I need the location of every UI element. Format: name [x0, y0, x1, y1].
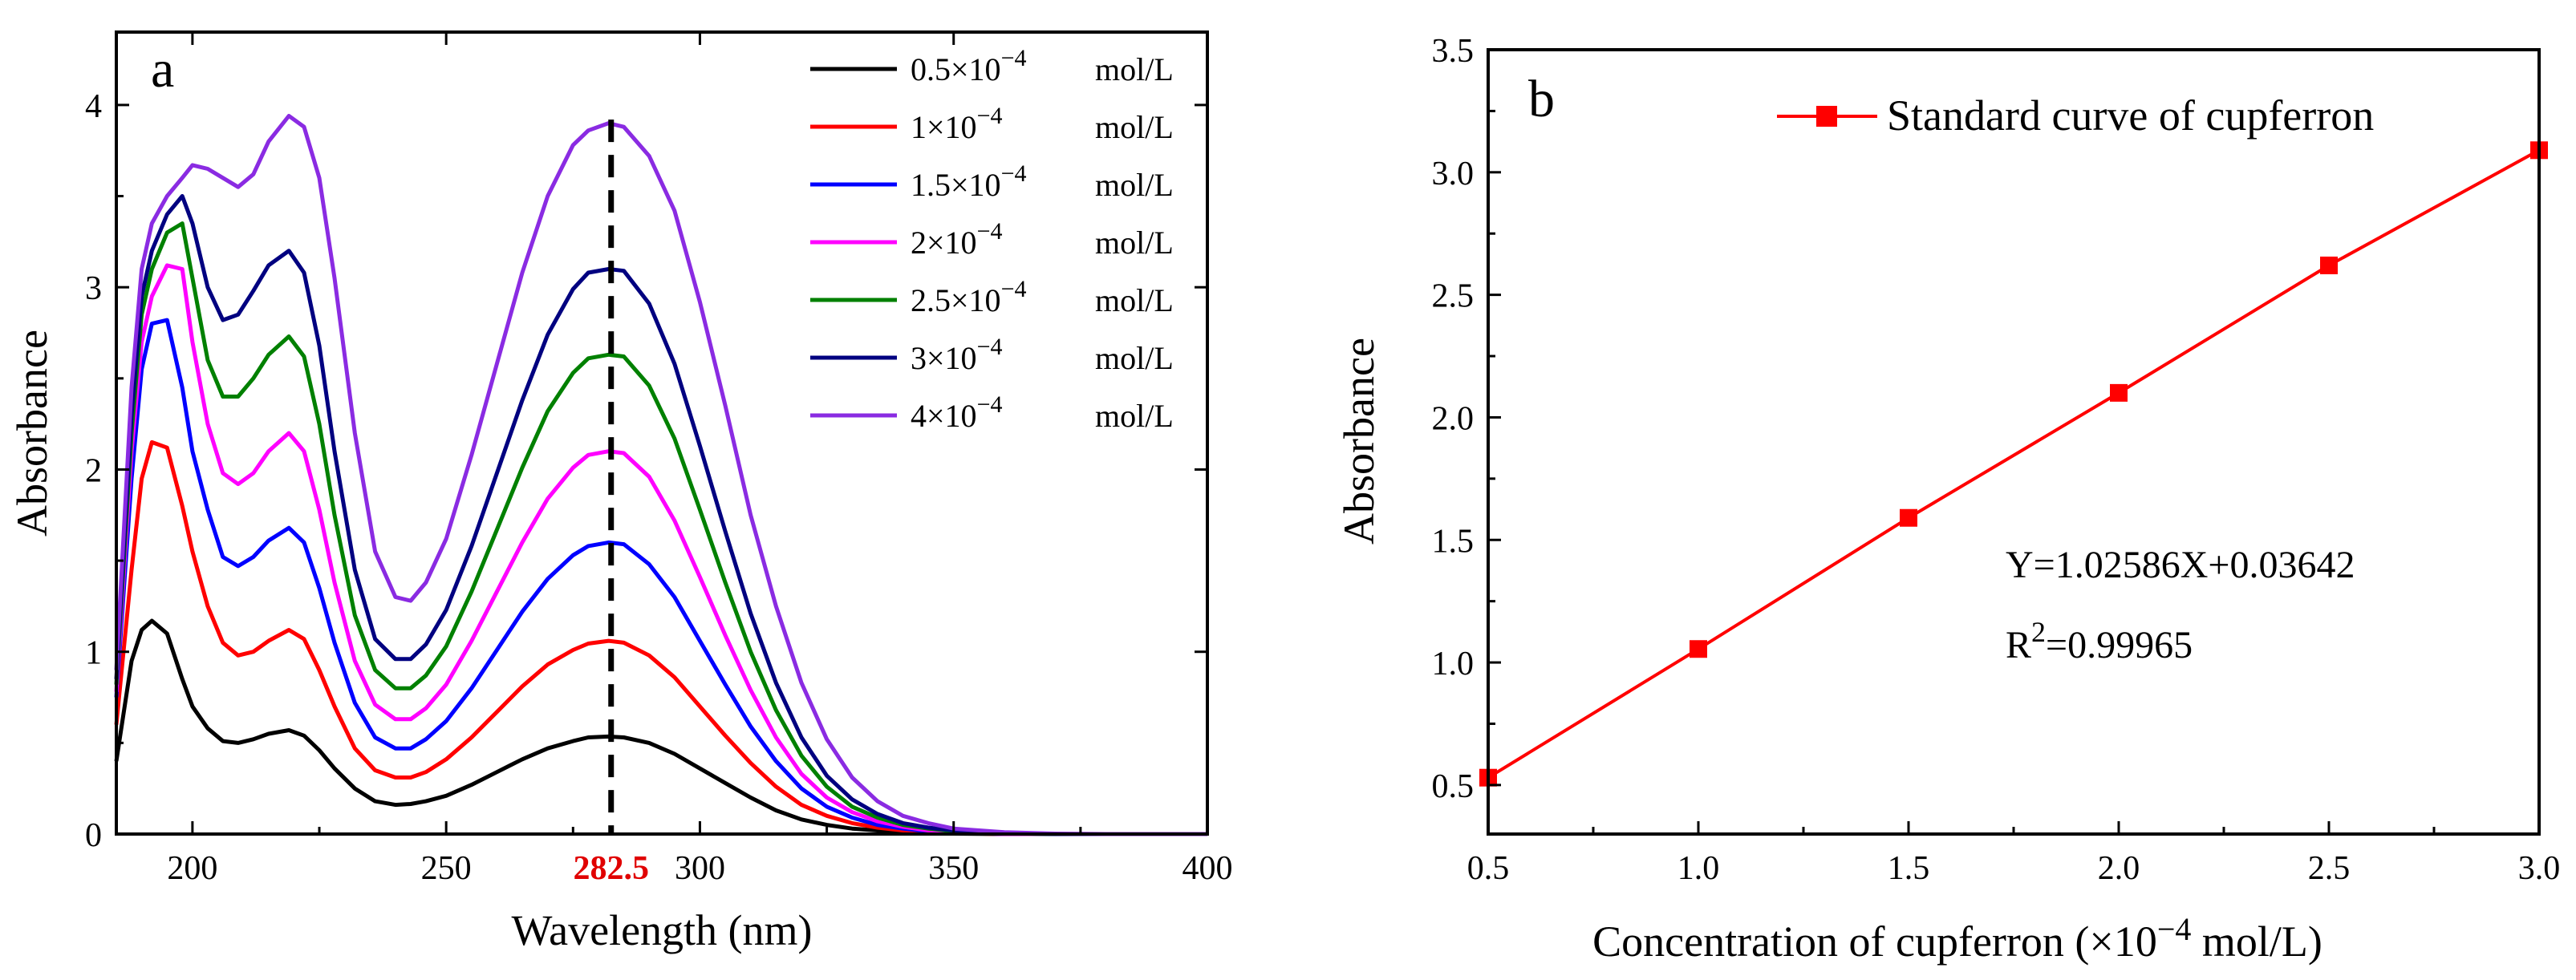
legend-label-6: 4×10−4 — [911, 391, 1002, 434]
panel-b-x-axis-title-tail: mol/L) — [2191, 917, 2322, 966]
x-tick-label: 300 — [675, 850, 725, 887]
r-squared-exp: 2 — [2031, 616, 2046, 648]
series-line-5 — [114, 194, 1207, 836]
panel-b-y-ticks: 0.5 1.0 1.5 2.0 2.5 3.0 3.5 — [1432, 33, 1501, 805]
b-y-tick-label: 1.0 — [1432, 646, 1475, 682]
panel-a: 200 250 300 350 400 0 1 2 3 4 282.5 Wavelength (… — [8, 30, 1233, 954]
x-tick-label: 350 — [928, 850, 979, 887]
legend-label-2: 1.5×10−4 — [911, 160, 1026, 203]
x-tick-label: 200 — [167, 850, 217, 887]
y-tick-label: 2 — [85, 452, 102, 489]
legend-label-4: 2.5×10−4 — [911, 276, 1026, 318]
panel-b: 0.5 1.0 1.5 2.0 2.5 3.0 0.5 1.0 1.5 2.0 2.5 3.0 3.5… — [1335, 33, 2560, 966]
b-x-tick-label: 0.5 — [1467, 850, 1510, 887]
b-y-tick-label: 2.0 — [1432, 400, 1475, 437]
regression-equation: Y=1.02586X+0.03642 — [2006, 544, 2355, 586]
standard-curve-line — [1487, 148, 2540, 780]
b-y-tick-label: 2.5 — [1432, 278, 1475, 315]
legend-unit-6: mol/L — [1095, 398, 1174, 434]
legend-label-5: 3×10−4 — [911, 334, 1002, 376]
r-squared: R2=0.99965 — [2006, 616, 2193, 666]
b-x-tick-label: 1.0 — [1677, 850, 1720, 887]
legend-text-standard-curve: Standard curve of cupferron — [1887, 91, 2374, 140]
data-point — [2110, 383, 2128, 402]
b-x-tick-label: 3.0 — [2518, 850, 2561, 887]
panel-a-x-axis-title: Wavelength (nm) — [511, 906, 812, 954]
series-line-6 — [114, 114, 1207, 836]
r-squared-value: =0.99965 — [2046, 624, 2193, 666]
b-y-tick-label: 1.5 — [1432, 523, 1475, 560]
b-x-tick-label: 2.0 — [2098, 850, 2140, 887]
panel-a-y-ticks: 0 1 2 3 4 — [85, 88, 1207, 854]
panel-a-y-axis-title: Absorbance — [8, 330, 56, 537]
y-tick-label: 0 — [85, 817, 102, 854]
series-line-3 — [114, 263, 1207, 836]
panel-b-x-ticks: 0.5 1.0 1.5 2.0 2.5 3.0 — [1467, 821, 2561, 887]
y-tick-label: 3 — [85, 270, 102, 307]
legend-unit-1: mol/L — [1095, 109, 1174, 145]
panel-b-x-axis-title-main: Concentration of cupferron (×10 — [1592, 917, 2157, 966]
peak-marker-label: 282.5 — [573, 850, 649, 887]
panel-b-y-axis-title: Absorbance — [1335, 338, 1383, 545]
b-y-tick-label: 0.5 — [1432, 768, 1475, 805]
series-line-1 — [114, 439, 1207, 836]
x-tick-label: 400 — [1183, 850, 1233, 887]
y-tick-label: 4 — [85, 88, 102, 125]
series-line-0 — [114, 618, 1207, 836]
series-line-4 — [114, 221, 1207, 836]
panel-b-legend: Standard curve of cupferron — [1777, 91, 2374, 140]
panel-b-frame — [1487, 48, 2541, 836]
legend-marker-standard-curve — [1816, 106, 1837, 127]
legend-unit-5: mol/L — [1095, 340, 1174, 376]
legend-unit-2: mol/L — [1095, 167, 1174, 203]
r-squared-prefix: R — [2006, 624, 2031, 666]
data-point — [1690, 640, 1707, 658]
b-y-tick-label: 3.0 — [1432, 156, 1475, 192]
b-y-tick-label: 3.5 — [1432, 33, 1475, 70]
panel-a-frame — [115, 30, 1209, 836]
panel-a-series-group — [114, 114, 1207, 836]
b-x-tick-label: 1.5 — [1888, 850, 1930, 887]
data-point — [2320, 256, 2338, 274]
panel-a-x-ticks: 200 250 300 350 400 — [167, 32, 1233, 887]
legend-label-3: 2×10−4 — [911, 218, 1002, 261]
series-line-2 — [114, 318, 1207, 836]
b-x-tick-label: 2.5 — [2308, 850, 2351, 887]
legend-label-0: 0.5×10−4 — [911, 45, 1026, 87]
panel-b-x-axis-title: Concentration of cupferron (×10−4 mol/L) — [1592, 911, 2322, 966]
legend-unit-3: mol/L — [1095, 225, 1174, 261]
panel-b-x-axis-title-exp: −4 — [2157, 911, 2192, 947]
data-point — [1900, 508, 1917, 527]
panel-a-legend: 0.5×10−4 mol/L 1×10−4 mol/L 1.5×10−4 mol/L 2×1… — [810, 45, 1174, 434]
x-tick-label: 250 — [421, 850, 472, 887]
legend-unit-0: mol/L — [1095, 51, 1174, 87]
legend-label-1: 1×10−4 — [911, 103, 1002, 145]
panel-a-letter: a — [151, 40, 174, 99]
panel-b-series-group — [1479, 141, 2548, 787]
y-tick-label: 1 — [85, 635, 102, 672]
panel-b-letter: b — [1528, 70, 1555, 128]
legend-unit-4: mol/L — [1095, 282, 1174, 318]
